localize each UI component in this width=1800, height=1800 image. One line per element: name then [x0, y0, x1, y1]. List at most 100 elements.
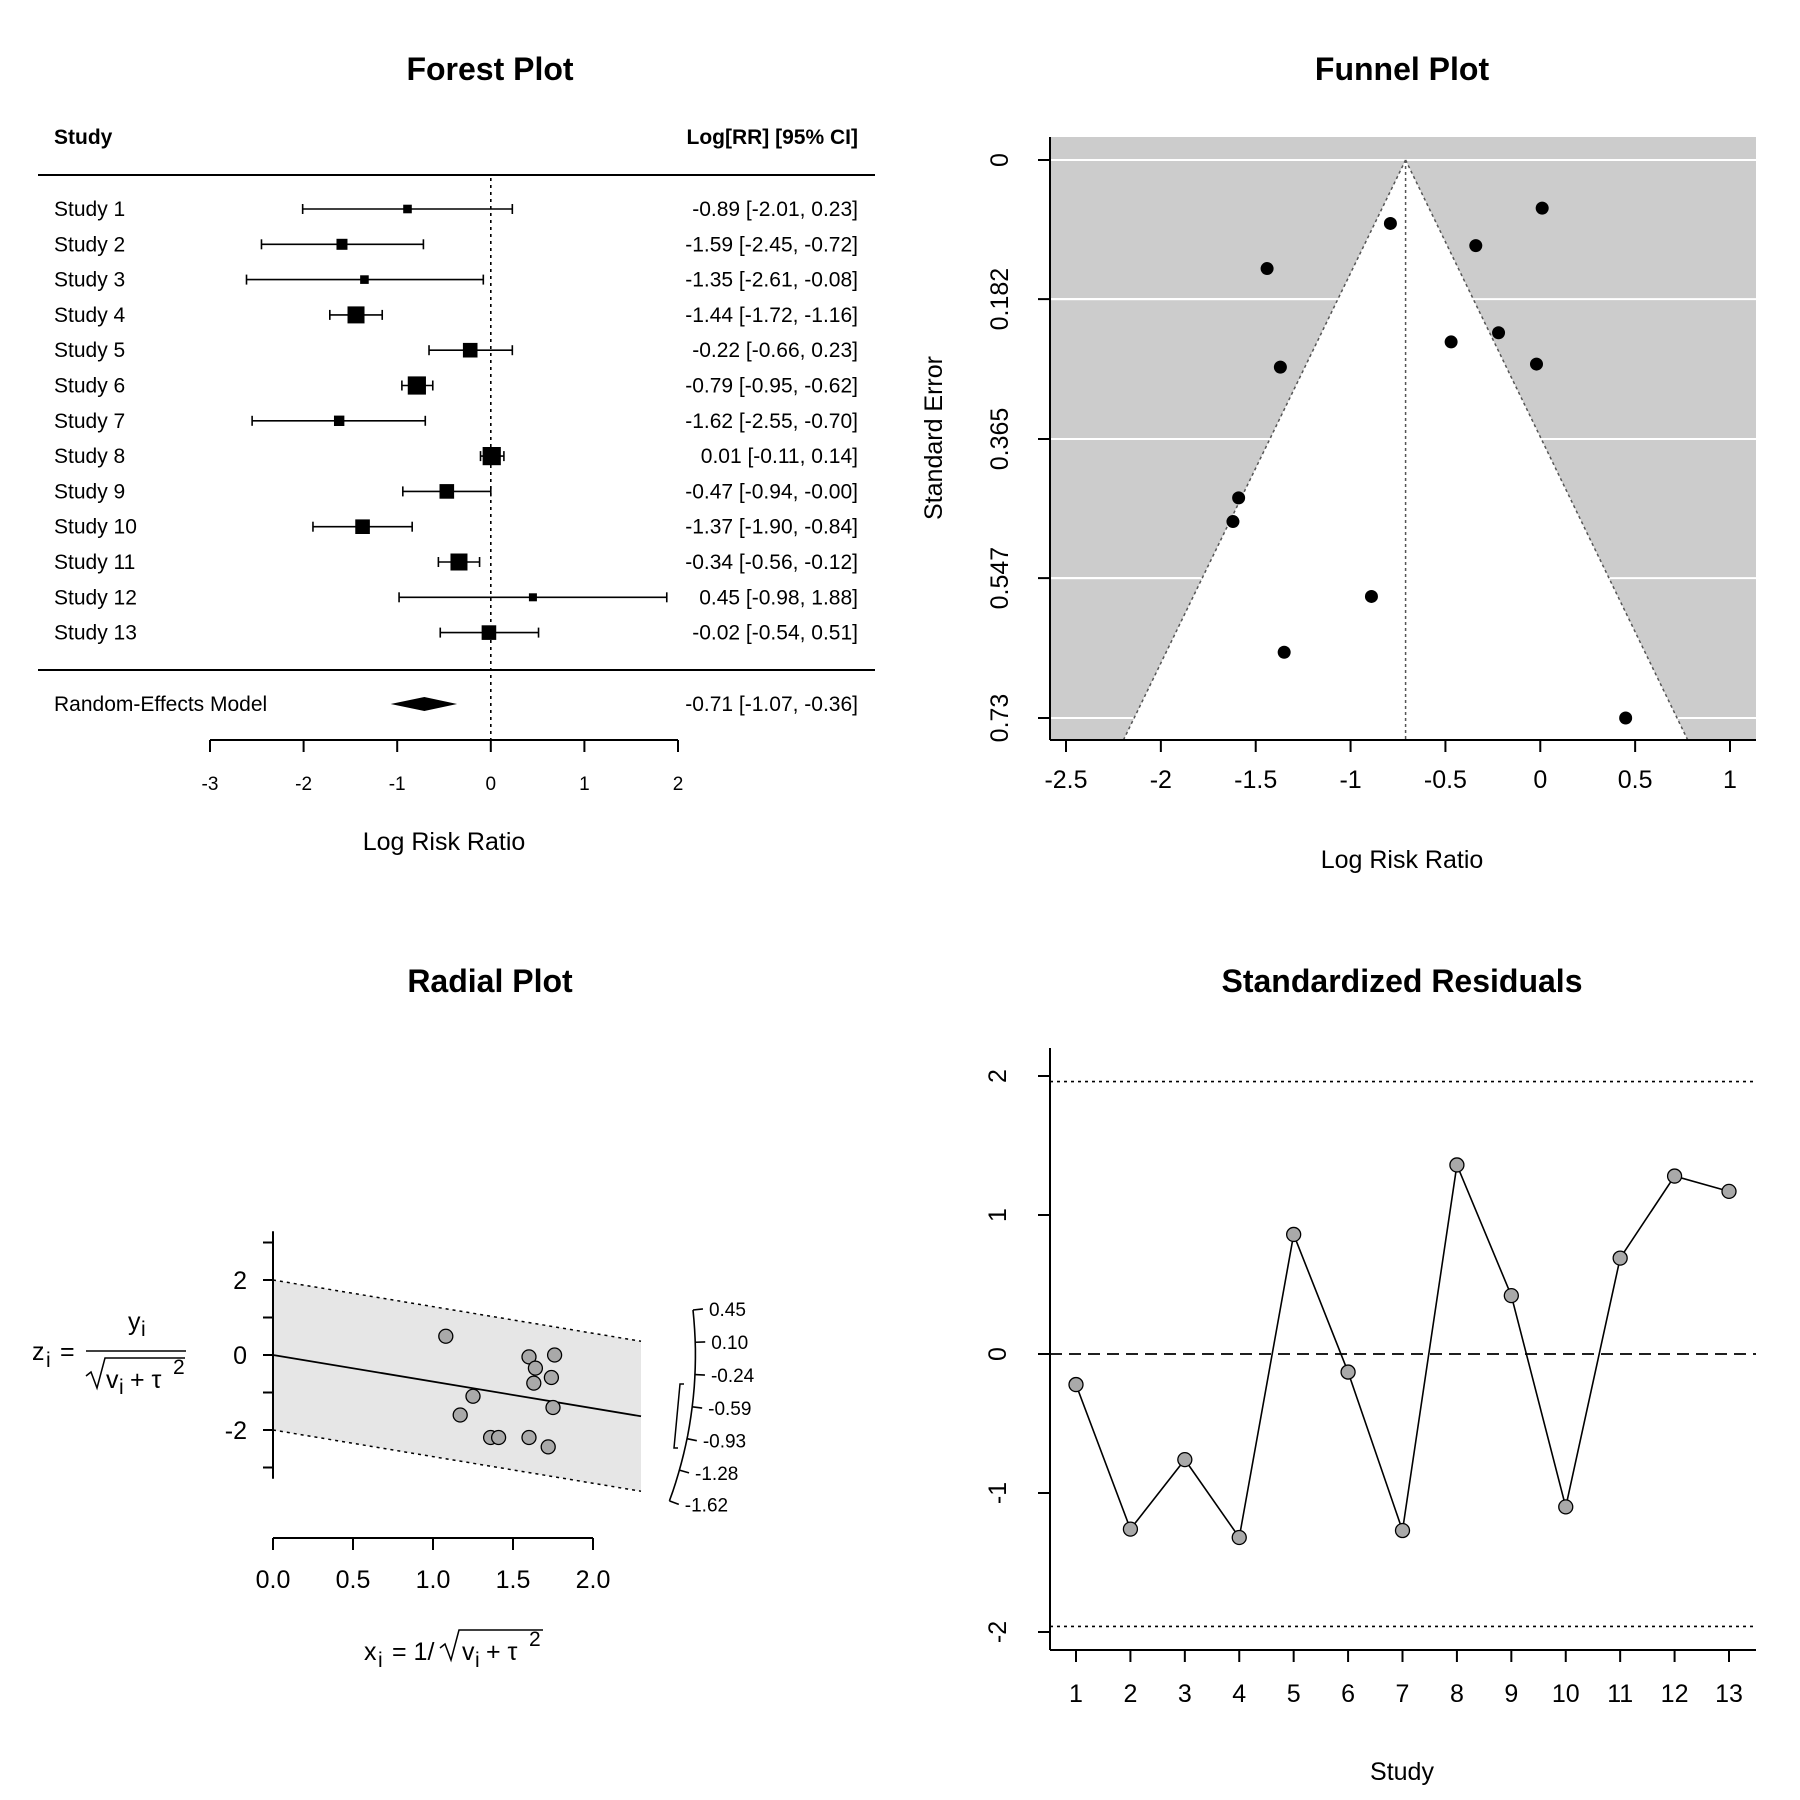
residuals-y-tick-label: 2 [984, 1069, 1012, 1083]
radial-point [521, 1349, 537, 1365]
radial-y-lhs-sub: i [46, 1349, 51, 1372]
radial-point [545, 1399, 561, 1416]
forest-row-estimate: -0.22 [-0.66, 0.23] [692, 339, 858, 362]
forest-row-label: Study 9 [54, 480, 125, 503]
radial-y-equals: = [60, 1338, 75, 1366]
forest-point-square [403, 204, 412, 214]
radial-x-tick-label: 0.0 [256, 1566, 291, 1594]
forest-axis-tick-label: 1 [579, 774, 590, 795]
radial-point [465, 1388, 481, 1404]
funnel-y-label: Standard Error [920, 356, 948, 520]
funnel-y-tick-label: 0.365 [986, 408, 1014, 471]
residuals-x-tick-label: 9 [1504, 1680, 1518, 1708]
residuals-point [1721, 1183, 1737, 1200]
forest-row-estimate: -1.59 [-2.45, -0.72] [685, 233, 858, 256]
funnel-y-tick-label: 0 [986, 153, 1014, 167]
forest-row-estimate: 0.45 [-0.98, 1.88] [699, 586, 858, 609]
funnel-point [1232, 491, 1246, 505]
radial-y-label: z i = y i v i + τ 2 [32, 1308, 186, 1399]
forest-row: Study 5 -0.22 [-0.66, 0.23] [54, 339, 858, 362]
forest-point-square [336, 238, 348, 250]
funnel-x-tick-label: -0.5 [1424, 766, 1467, 794]
forest-point-square [333, 415, 345, 426]
forest-x-label: Log Risk Ratio [363, 828, 526, 856]
residuals-point [1394, 1522, 1411, 1539]
funnel-plot: Funnel Plot -2.5 -2 -1.5 -1 -0.5 0 0.5 1 0 0.182 0… [920, 51, 1756, 874]
forest-row-estimate: -1.62 [-2.55, -0.70] [685, 410, 858, 433]
funnel-point [1619, 711, 1633, 725]
forest-row-estimate: -1.44 [-1.72, -1.16] [685, 304, 858, 327]
forest-rows: Study 1 -0.89 [-2.01, 0.23] Study 2 -1.59 [… [54, 198, 858, 645]
forest-row: Study 4 -1.44 [-1.72, -1.16] [54, 304, 858, 327]
radial-arc-tick-label: -0.59 [708, 1399, 751, 1420]
radial-x-label: x i = 1/ v i + τ 2 [364, 1628, 543, 1672]
forest-point-square [407, 376, 426, 395]
radial-y-lhs: z [32, 1338, 45, 1366]
forest-row-label: Study 13 [54, 622, 137, 645]
radial-point [526, 1375, 542, 1391]
forest-row: Study 6 -0.79 [-0.95, -0.62] [54, 375, 858, 398]
forest-point-square [482, 447, 501, 466]
radial-x-lhs-sub: i [378, 1649, 383, 1672]
radial-summary-line [272, 1354, 642, 1418]
residuals-x-tick-label: 8 [1450, 1680, 1464, 1708]
residuals-title: Standardized Residuals [1222, 963, 1583, 999]
forest-row-label: Study 8 [54, 445, 125, 468]
residuals-x-tick-label: 3 [1178, 1680, 1192, 1708]
funnel-point [1277, 645, 1291, 659]
forest-point-square [355, 519, 370, 534]
forest-point-square [439, 484, 455, 499]
funnel-x-tick-label: -2.5 [1044, 766, 1087, 794]
radial-x-sup: 2 [529, 1628, 541, 1651]
funnel-x-tick-label: 0 [1533, 766, 1547, 794]
funnel-point [1273, 360, 1287, 374]
forest-row: Study 2 -1.59 [-2.45, -0.72] [54, 233, 858, 256]
funnel-point [1260, 262, 1274, 276]
funnel-point [1529, 357, 1543, 371]
residuals-x-tick-label: 1 [1069, 1680, 1083, 1708]
forest-row: Study 11 -0.34 [-0.56, -0.12] [54, 551, 858, 574]
forest-row-estimate: -0.47 [-0.94, -0.00] [685, 480, 858, 503]
forest-point-square [528, 593, 537, 602]
funnel-point [1469, 239, 1483, 253]
forest-row-label: Study 3 [54, 269, 125, 292]
funnel-x-tick-label: -1 [1339, 766, 1361, 794]
forest-plot: Forest Plot Study Log[RR] [95% CI] Study… [38, 51, 875, 856]
forest-title: Forest Plot [406, 51, 573, 87]
residuals-point [1231, 1529, 1247, 1546]
radial-arc-tick-label: -1.28 [695, 1464, 738, 1485]
funnel-title: Funnel Plot [1315, 51, 1490, 87]
radial-x-sqrt [439, 1629, 543, 1663]
forest-row: Study 8 0.01 [-0.11, 0.14] [54, 445, 858, 468]
forest-point-square [360, 275, 369, 284]
radial-x-tick-label: 1.0 [416, 1566, 451, 1594]
radial-point [543, 1369, 560, 1386]
residuals-y-tick-label: -1 [984, 1482, 1012, 1504]
funnel-x-tick-label: -2 [1150, 766, 1172, 794]
forest-col-study: Study [54, 126, 113, 149]
forest-row: Study 3 -1.35 [-2.61, -0.08] [54, 269, 858, 292]
radial-arc-scale [668, 1309, 697, 1502]
residuals-point [1122, 1521, 1139, 1537]
radial-point [452, 1407, 468, 1423]
residuals-x-tick-label: 2 [1123, 1680, 1137, 1708]
radial-arc-tick [669, 1500, 680, 1506]
radial-y-tick-label: 2 [233, 1267, 247, 1295]
residuals-x-tick-label: 7 [1396, 1680, 1410, 1708]
radial-x-tick-label: 1.5 [496, 1566, 531, 1594]
funnel-point [1535, 201, 1549, 215]
forest-summary-label: Random-Effects Model [54, 693, 267, 716]
forest-x-axis: -3 -2 -1 0 1 2 [202, 739, 683, 795]
radial-point [527, 1360, 544, 1376]
forest-axis-tick-label: -1 [389, 774, 406, 795]
radial-point [521, 1429, 537, 1446]
residuals-point [1449, 1157, 1465, 1173]
forest-row-estimate: -0.02 [-0.54, 0.51] [692, 622, 858, 645]
residuals-x-tick-label: 12 [1661, 1680, 1689, 1708]
forest-axis-tick-label: 0 [486, 774, 497, 795]
radial-x-vsub: i [475, 1649, 480, 1672]
radial-y-den-sub: i [119, 1376, 124, 1399]
funnel-y-tick-label: 0.547 [986, 547, 1014, 610]
radial-lower-bound [272, 1429, 642, 1492]
